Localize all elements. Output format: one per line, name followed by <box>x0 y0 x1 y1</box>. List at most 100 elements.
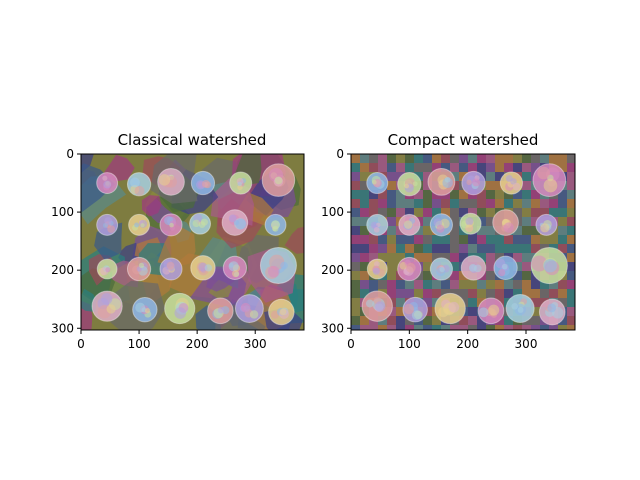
segment-region <box>423 172 432 181</box>
segment-region <box>459 289 468 298</box>
segment-region <box>396 253 405 262</box>
segment-region <box>468 325 477 330</box>
segment-region <box>369 199 378 208</box>
x-tick-label: 300 <box>515 337 538 351</box>
segment-region <box>504 235 513 244</box>
segment-region <box>495 289 504 298</box>
segment-region <box>369 208 378 217</box>
segment-region <box>351 235 360 244</box>
segment-region <box>522 253 531 262</box>
segment-region <box>441 244 450 253</box>
segment-region <box>522 163 531 172</box>
segment-region <box>477 199 486 208</box>
segment-region <box>360 217 369 226</box>
segment-region <box>477 289 486 298</box>
segment-region <box>351 298 360 307</box>
segment-region <box>486 262 495 271</box>
segment-region <box>351 181 360 190</box>
coin-texture <box>374 301 386 312</box>
segment-region <box>360 163 369 172</box>
segment-region <box>567 163 575 172</box>
segment-region <box>369 253 378 262</box>
segment-region <box>531 325 540 330</box>
segment-region <box>351 253 360 262</box>
segment-region <box>396 163 405 172</box>
y-tick-label: 0 <box>66 147 74 161</box>
segment-region <box>513 154 522 163</box>
segment-region <box>468 154 477 163</box>
segment-region <box>567 199 575 208</box>
y-tick-label: 300 <box>321 321 344 335</box>
segment-region <box>360 280 369 289</box>
segment-region <box>423 289 432 298</box>
segment-region <box>477 154 486 163</box>
segment-region <box>522 235 531 244</box>
segment-region <box>360 190 369 199</box>
segment-region <box>432 208 441 217</box>
segment-region <box>468 235 477 244</box>
segment-region <box>558 280 567 289</box>
segment-region <box>405 235 414 244</box>
segment-region <box>423 217 432 226</box>
segment-region <box>369 280 378 289</box>
segment-region <box>459 244 468 253</box>
y-tick-label: 300 <box>51 321 74 335</box>
segment-region <box>486 172 495 181</box>
segment-region <box>432 154 441 163</box>
segment-region <box>423 253 432 262</box>
segment-region <box>351 262 360 271</box>
segment-region <box>405 325 414 330</box>
segment-region <box>495 325 504 330</box>
segment-region <box>405 163 414 172</box>
segment-region <box>432 280 441 289</box>
segment-region <box>486 181 495 190</box>
segment-region <box>513 244 522 253</box>
segment-region <box>450 253 459 262</box>
segment-region <box>513 190 522 199</box>
coin-texture <box>272 225 279 232</box>
segment-region <box>351 325 360 330</box>
segment-region <box>459 316 468 325</box>
segment-region <box>486 244 495 253</box>
coin-texture <box>373 226 380 233</box>
segment-region <box>522 244 531 253</box>
coin-texture <box>198 221 206 228</box>
segment-region <box>531 199 540 208</box>
segment-region <box>450 172 459 181</box>
segment-region <box>495 235 504 244</box>
segment-region <box>504 325 513 330</box>
segment-region <box>504 163 513 172</box>
segment-region <box>351 217 360 226</box>
coin-texture <box>217 306 225 314</box>
segment-region <box>387 181 396 190</box>
segment-region <box>351 190 360 199</box>
segment-region <box>567 280 575 289</box>
coin-texture <box>531 255 548 272</box>
segment-region <box>522 289 531 298</box>
segment-region <box>450 208 459 217</box>
coin-texture <box>249 310 259 319</box>
segment-region <box>513 163 522 172</box>
segment-region <box>387 172 396 181</box>
segment-region <box>396 190 405 199</box>
segment-region <box>504 244 513 253</box>
segment-region <box>387 316 396 325</box>
segment-region <box>423 199 432 208</box>
segment-region <box>360 289 369 298</box>
segment-region <box>558 163 567 172</box>
segment-region <box>567 235 575 244</box>
segment-region <box>351 289 360 298</box>
segment-region <box>513 226 522 235</box>
segment-region <box>567 244 575 253</box>
segment-region <box>567 217 575 226</box>
segment-region <box>495 181 504 190</box>
segment-region <box>477 325 486 330</box>
segment-region <box>459 235 468 244</box>
coin-texture <box>371 179 377 185</box>
coin-texture <box>270 310 279 319</box>
coin-texture <box>101 293 113 305</box>
segment-region <box>486 217 495 226</box>
segment-region <box>441 235 450 244</box>
